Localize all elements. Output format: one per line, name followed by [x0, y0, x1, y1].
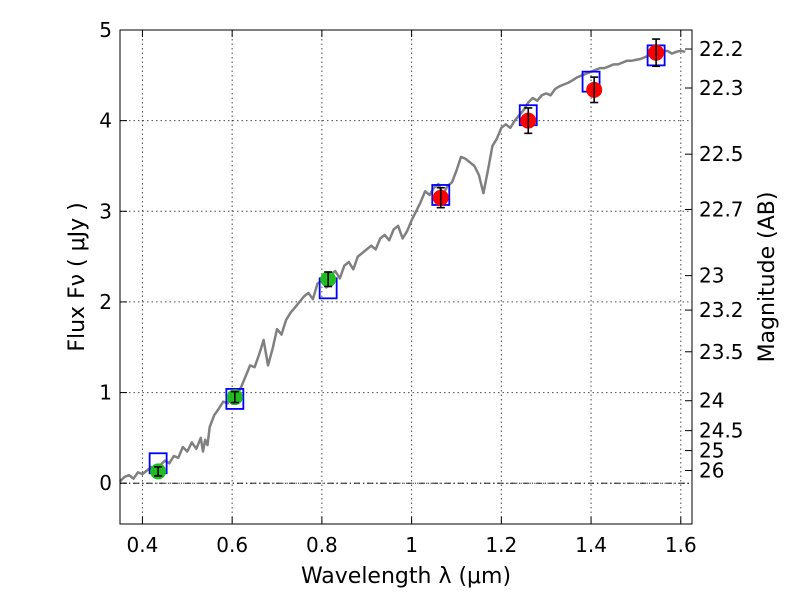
plot-frame: [119, 29, 693, 525]
y-tick-label: 0: [99, 471, 112, 495]
observed-points-layer: [150, 38, 665, 480]
x-tick-label: 1.2: [485, 533, 517, 557]
model-points-layer: [148, 44, 666, 475]
x-tick-label: 1.4: [575, 533, 607, 557]
x-tick-label: 0.4: [127, 533, 159, 557]
right-tick-label: 25: [699, 439, 724, 463]
model-sed-line: [119, 49, 686, 483]
right-y-axis-title: Magnitude (AB): [755, 192, 780, 363]
x-tick-label: 0.8: [306, 533, 338, 557]
y-tick-label: 5: [99, 18, 112, 42]
right-tick-label: 24.5: [699, 419, 744, 443]
y-tick-label: 4: [99, 109, 112, 133]
grid: [120, 29, 692, 524]
right-tick-label: 22.7: [699, 197, 744, 221]
right-tick-label: 22.3: [699, 76, 744, 100]
right-tick-label: 22.2: [699, 37, 744, 61]
x-tick-label: 1: [405, 533, 418, 557]
y-axis-title: Flux Fν ( μJy ): [65, 202, 90, 351]
model-sed-layer: [119, 49, 686, 483]
right-tick-label: 23.2: [699, 298, 744, 322]
y-tick-label: 2: [99, 290, 112, 314]
axis-ticks: 0.4 0.6 0.8 1 1.2 1.4 1.601234522.222.322.522.…: [99, 18, 743, 557]
model-point-square: [225, 388, 245, 410]
right-tick-label: 23.5: [699, 340, 744, 364]
x-tick-label: 0.6: [216, 533, 248, 557]
right-tick-label: 23: [699, 264, 724, 288]
y-tick-label: 1: [99, 381, 112, 405]
x-tick-label: 1.6: [665, 533, 697, 557]
right-tick-label: 22.5: [699, 142, 744, 166]
right-tick-label: 24: [699, 389, 724, 413]
x-axis-title: Wavelength λ (μm): [301, 564, 511, 589]
right-tick-label: 26: [699, 459, 724, 483]
y-tick-label: 3: [99, 199, 112, 223]
